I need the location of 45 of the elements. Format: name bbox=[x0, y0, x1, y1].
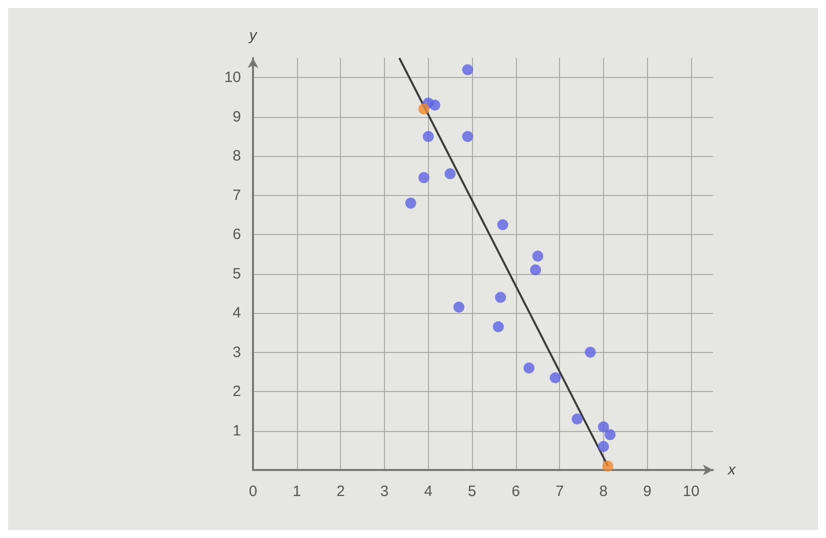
y-tick-label: 4 bbox=[232, 304, 241, 322]
point bbox=[598, 421, 609, 432]
point bbox=[462, 130, 474, 142]
point bbox=[572, 413, 583, 424]
y-tick-label: 1 bbox=[232, 422, 241, 440]
point bbox=[524, 362, 534, 374]
point bbox=[444, 168, 456, 180]
y-tick-label: 6 bbox=[232, 226, 241, 244]
x-tick-label: 7 bbox=[555, 483, 564, 500]
point bbox=[530, 264, 542, 276]
y-tick-label: 9 bbox=[232, 108, 241, 126]
point bbox=[550, 372, 561, 384]
point bbox=[492, 321, 504, 332]
point bbox=[405, 198, 416, 209]
point bbox=[453, 302, 464, 313]
point bbox=[604, 429, 616, 440]
x-tick-label: 6 bbox=[512, 483, 520, 500]
x-tick-label: 5 bbox=[468, 483, 476, 500]
x-tick-label: 2 bbox=[336, 483, 345, 500]
point bbox=[429, 100, 440, 111]
y-tick-label: 8 bbox=[232, 148, 241, 165]
y-tick-label: 2 bbox=[232, 383, 241, 400]
y-tick-label: 5 bbox=[232, 265, 241, 282]
point bbox=[532, 250, 544, 262]
x-tick-label: 4 bbox=[424, 483, 432, 500]
point bbox=[418, 172, 430, 184]
point bbox=[418, 104, 430, 115]
point bbox=[422, 130, 434, 142]
x-tick-label: 0 bbox=[248, 483, 258, 500]
point bbox=[602, 460, 614, 472]
x-tick-label: 3 bbox=[380, 483, 389, 500]
y-axis-title: y bbox=[248, 27, 258, 44]
point bbox=[497, 219, 508, 230]
point bbox=[462, 64, 474, 76]
x-tick-label: 1 bbox=[292, 483, 301, 500]
x-tick-label: 9 bbox=[643, 483, 652, 500]
y-tick-label: 10 bbox=[224, 69, 241, 86]
x-tick-label: 10 bbox=[682, 483, 700, 500]
x-axis-title: x bbox=[727, 462, 736, 478]
y-tick-label: 3 bbox=[232, 344, 241, 361]
point bbox=[495, 292, 506, 303]
point bbox=[584, 346, 596, 358]
y-tick-label: 7 bbox=[232, 186, 241, 204]
point bbox=[598, 440, 609, 452]
x-tick-label: 8 bbox=[599, 483, 608, 500]
